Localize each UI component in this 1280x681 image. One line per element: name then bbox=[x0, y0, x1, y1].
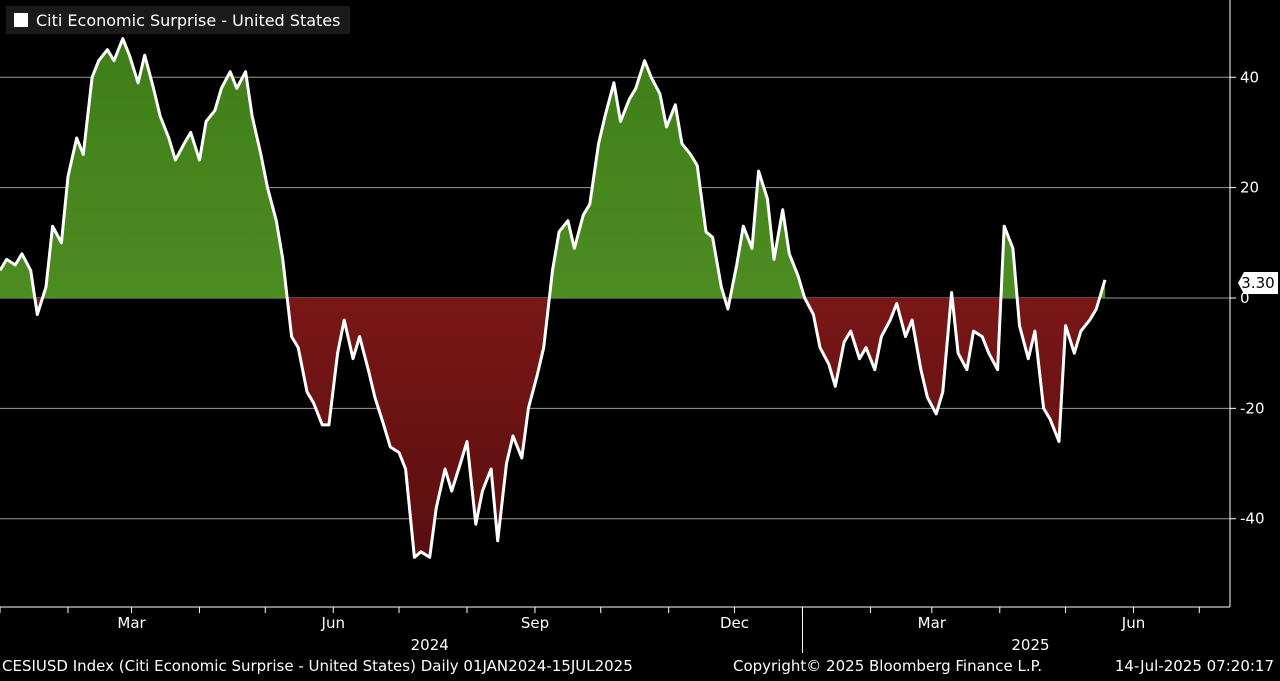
y-tick-label: 40 bbox=[1240, 68, 1259, 86]
footer-index-info: CESIUSD Index (Citi Economic Surprise - … bbox=[2, 657, 633, 675]
last-value-label: 3.30 bbox=[1238, 272, 1278, 294]
y-tick-label: 0 bbox=[1240, 289, 1250, 307]
y-axis-ticks: 40 20 0 -20 -40 bbox=[1230, 68, 1265, 528]
x-year-label: 2025 bbox=[1011, 636, 1049, 654]
x-year-label: 2024 bbox=[411, 636, 449, 654]
x-tick-label: Jun bbox=[321, 614, 345, 632]
x-tick-label: Jun bbox=[1121, 614, 1145, 632]
x-tick-label: Dec bbox=[720, 614, 749, 632]
legend-label: Citi Economic Surprise - United States bbox=[36, 10, 341, 30]
legend-swatch bbox=[14, 13, 28, 27]
x-tick-label: Sep bbox=[521, 614, 549, 632]
footer-timestamp: 14-Jul-2025 07:20:17 bbox=[1114, 657, 1274, 675]
y-tick-label: -20 bbox=[1240, 399, 1265, 417]
positive-area bbox=[0, 38, 1105, 298]
y-tick-label: -40 bbox=[1240, 510, 1265, 528]
axes bbox=[0, 0, 1231, 608]
x-tick-label: Mar bbox=[918, 614, 947, 632]
series-line bbox=[0, 37, 1107, 559]
x-tick-label: Mar bbox=[117, 614, 146, 632]
x-axis-ticks: Mar Jun Sep Dec Mar Jun 2024 2025 bbox=[0, 607, 1200, 654]
chart-legend: Citi Economic Surprise - United States bbox=[6, 6, 351, 34]
y-tick-label: 20 bbox=[1240, 179, 1259, 197]
footer-copyright: Copyright© 2025 Bloomberg Finance L.P. bbox=[733, 657, 1043, 675]
